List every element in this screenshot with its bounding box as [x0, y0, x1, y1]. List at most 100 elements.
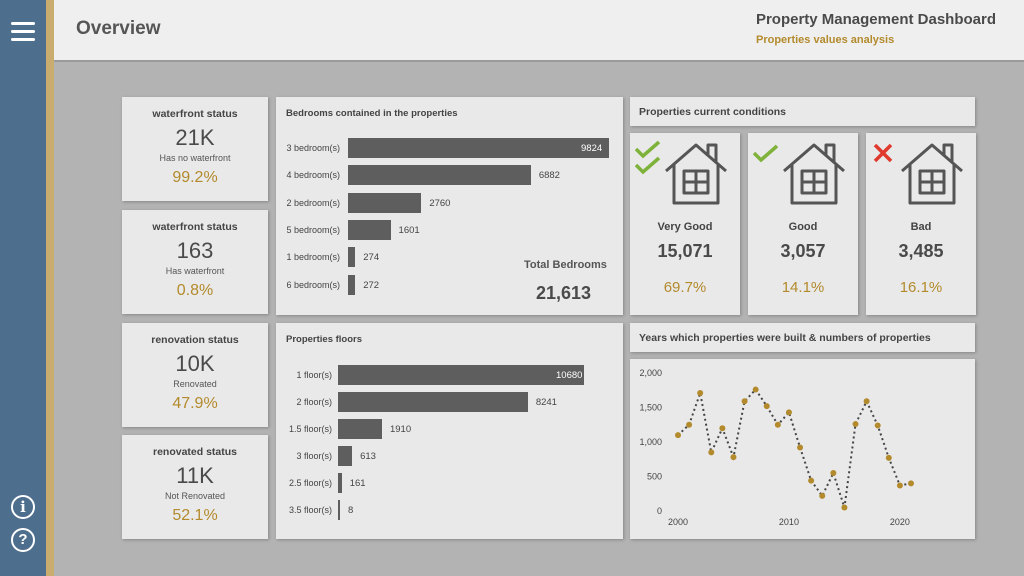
- condition-percentage: 14.1%: [781, 279, 825, 296]
- kpi-title: renovated status: [152, 446, 238, 458]
- bar-category-label: 2 floor(s): [296, 397, 332, 407]
- x-tick-label: 2000: [668, 517, 688, 527]
- info-icon[interactable]: i: [11, 495, 35, 519]
- bar-row: 2 bedroom(s) 2760: [276, 192, 623, 213]
- kpi-title: renovation status: [151, 334, 239, 346]
- kpi-value: 21K: [175, 125, 215, 150]
- bar: [348, 138, 609, 158]
- condition-percentage: 16.1%: [899, 279, 943, 296]
- kpi-subtitle: Not Renovated: [164, 491, 226, 501]
- page-title: Overview: [76, 18, 161, 39]
- kpi-card-waterfront: waterfront status 163 Has waterfront 0.8…: [122, 210, 268, 314]
- sidebar: i ?: [0, 0, 46, 576]
- condition-label: Good: [788, 221, 818, 233]
- condition-label: Bad: [910, 221, 932, 233]
- bar-value-label: 613: [360, 451, 376, 462]
- years-chart-header: Years which properties were built & numb…: [630, 323, 975, 352]
- bar-value-label: 161: [349, 478, 366, 489]
- bar-row: 3.5 floor(s) 8: [276, 500, 623, 520]
- bar-value-label: 8241: [535, 397, 557, 408]
- hamburger-menu-icon[interactable]: [11, 22, 35, 42]
- kpi-value: 163: [176, 238, 214, 263]
- data-point: [808, 477, 815, 484]
- bar-row: 5 bedroom(s) 1601: [276, 219, 623, 240]
- bar-row: 6 bedroom(s) 272: [276, 274, 623, 295]
- bar: [338, 473, 342, 493]
- bar-row: 2 floor(s) 8241: [276, 392, 623, 412]
- panel-title: Properties floors: [286, 334, 363, 345]
- bar-category-label: 2.5 floor(s): [288, 478, 332, 488]
- data-point: [752, 386, 759, 393]
- bar-category-label: 1 floor(s): [296, 370, 332, 380]
- kpi-subtitle: Has no waterfront: [159, 153, 231, 163]
- house-icon: [665, 143, 727, 205]
- kpi-percentage: 0.8%: [176, 282, 214, 299]
- condition-card-good: Good 3,057 14.1%: [748, 133, 858, 315]
- data-point: [896, 482, 903, 489]
- bedrooms-chart-panel: Bedrooms contained in the properties 3 b…: [276, 97, 623, 315]
- kpi-card-renovated: renovation status 10K Renovated 47.9%: [122, 323, 268, 427]
- x-tick-label: 2020: [890, 517, 910, 527]
- bar: [348, 274, 356, 295]
- y-tick-label: 500: [647, 472, 662, 482]
- bar: [338, 500, 340, 520]
- data-point: [863, 398, 870, 405]
- years-chart-panel: 0 500 1,000 1,500 2,000 2000 2010 2020: [630, 359, 975, 539]
- data-point: [741, 398, 748, 405]
- cross-icon: [873, 143, 893, 163]
- data-point: [708, 449, 715, 456]
- bar: [338, 365, 584, 385]
- condition-value: 3,485: [898, 241, 944, 261]
- data-point: [675, 432, 681, 439]
- check-icon: [752, 144, 779, 163]
- bar: [348, 219, 391, 240]
- sidebar-accent-stripe: [46, 0, 54, 576]
- bar-row: 1 floor(s) 10680: [276, 365, 623, 385]
- bar-category-label: 1 bedroom(s): [286, 252, 340, 263]
- bar: [348, 192, 422, 213]
- bar-value-label: 10680: [556, 370, 583, 381]
- kpi-percentage: 99.2%: [172, 169, 218, 186]
- data-point: [908, 480, 914, 487]
- bar-row: 3 bedroom(s) 9824: [276, 138, 623, 158]
- kpi-subtitle: Renovated: [173, 379, 217, 389]
- data-point: [719, 425, 726, 432]
- bar-row: 4 bedroom(s) 6882: [276, 165, 623, 186]
- bar: [348, 247, 356, 268]
- bar-value-label: 274: [363, 252, 380, 264]
- bar-category-label: 1.5 floor(s): [288, 424, 332, 434]
- bar-category-label: 3 bedroom(s): [286, 143, 340, 153]
- x-tick-label: 2010: [779, 517, 799, 527]
- condition-value: 15,071: [657, 241, 713, 261]
- kpi-title: waterfront status: [152, 221, 238, 233]
- header: Overview Property Management Dashboard P…: [54, 0, 1024, 62]
- data-point: [763, 403, 770, 410]
- kpi-value: 11K: [176, 463, 214, 488]
- total-bedrooms-value: 21,613: [536, 283, 592, 303]
- bar: [338, 446, 353, 466]
- kpi-subtitle: Has waterfront: [165, 266, 225, 276]
- data-point: [841, 504, 848, 511]
- bar-category-label: 4 bedroom(s): [286, 170, 340, 181]
- bar-row: 1 bedroom(s) 274: [276, 247, 623, 268]
- conditions-header: Properties current conditions: [630, 97, 975, 126]
- bar-category-label: 3.5 floor(s): [288, 505, 332, 515]
- data-point: [774, 421, 781, 428]
- kpi-card-not-renovated: renovated status 11K Not Renovated 52.1%: [122, 435, 268, 539]
- data-point: [819, 492, 826, 499]
- condition-card-bad: Bad 3,485 16.1%: [866, 133, 976, 315]
- help-icon[interactable]: ?: [11, 528, 35, 552]
- data-point: [785, 409, 792, 416]
- panel-title: Bedrooms contained in the properties: [286, 108, 458, 119]
- series-line: [677, 387, 912, 508]
- dashboard-title: Property Management Dashboard: [755, 11, 996, 28]
- kpi-percentage: 52.1%: [172, 507, 218, 524]
- data-point: [686, 421, 693, 428]
- bar-value-label: 272: [363, 279, 380, 291]
- kpi-card-no-waterfront: waterfront status 21K Has no waterfront …: [122, 97, 268, 201]
- condition-card-very-good: Very Good 15,071 69.7%: [630, 133, 740, 315]
- bar-value-label: 8: [348, 505, 354, 516]
- bar-row: 3 floor(s) 613: [276, 446, 623, 466]
- bar: [338, 419, 382, 439]
- y-tick-label: 0: [657, 506, 662, 516]
